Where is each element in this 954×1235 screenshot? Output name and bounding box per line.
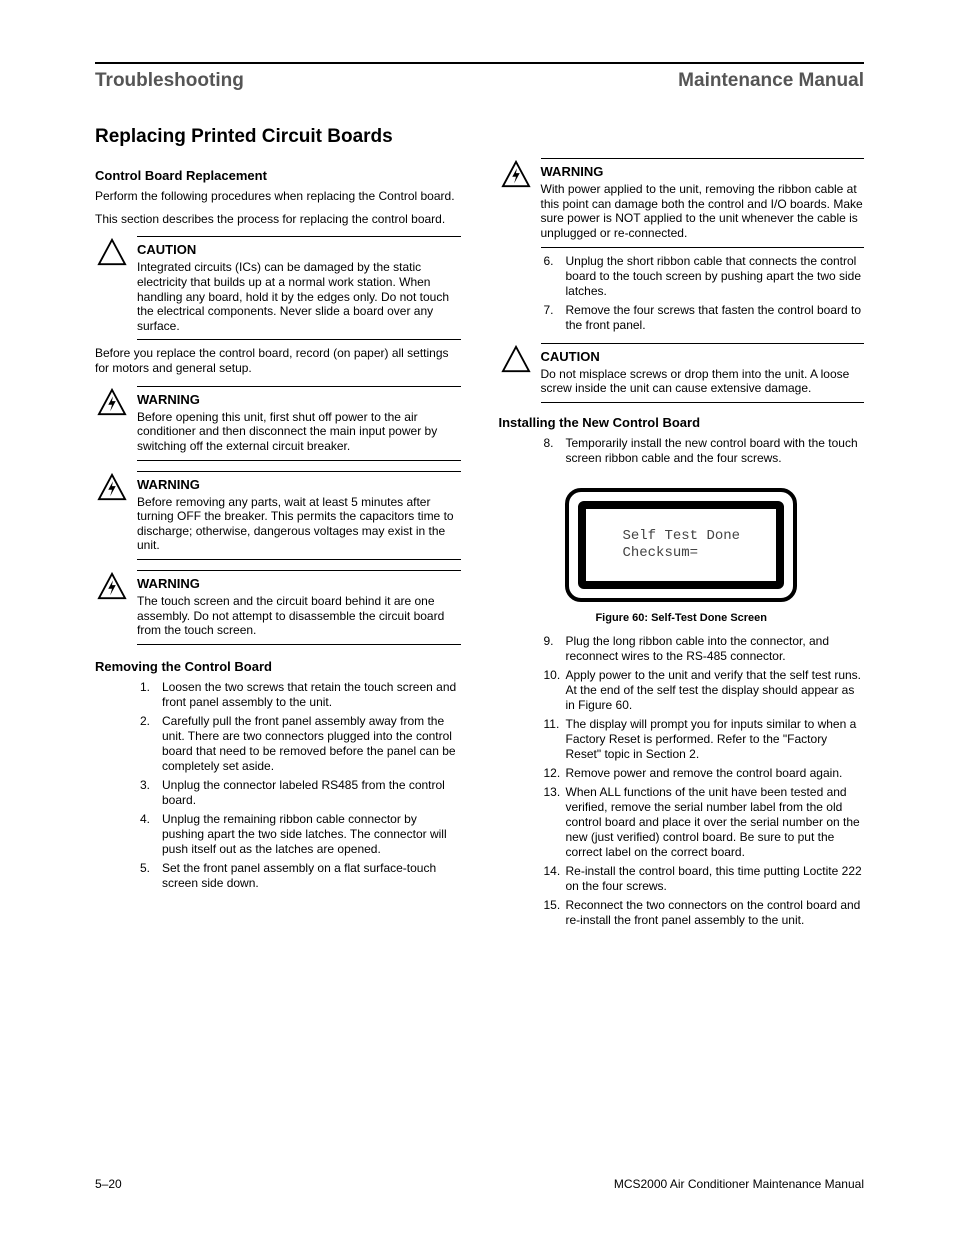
callout-text: Do not misplace screws or drop them into…: [541, 367, 865, 396]
left-column: Control Board Replacement Perform the fo…: [95, 158, 461, 932]
step: 10.Apply power to the unit and verify th…: [499, 668, 865, 713]
warning-icon: [95, 386, 129, 416]
step: 4.Unplug the remaining ribbon cable conn…: [95, 812, 461, 857]
header-left: Troubleshooting: [95, 70, 244, 92]
step: 3.Unplug the connector labeled RS485 fro…: [95, 778, 461, 808]
warning-callout: WARNING Before opening this unit, first …: [95, 386, 461, 461]
step: 15.Reconnect the two connectors on the c…: [499, 898, 865, 928]
right-column: WARNING With power applied to the unit, …: [499, 158, 865, 932]
step: 7.Remove the four screws that fasten the…: [499, 303, 865, 333]
step: 5.Set the front panel assembly on a flat…: [95, 861, 461, 891]
subhead-control-board-replacement: Control Board Replacement: [95, 168, 461, 183]
step: 8.Temporarily install the new control bo…: [499, 436, 865, 466]
step: 13.When ALL functions of the unit have b…: [499, 785, 865, 860]
callout-text: Before opening this unit, first shut off…: [137, 410, 461, 454]
header-row: Troubleshooting Maintenance Manual: [95, 70, 864, 92]
caution-callout: CAUTION Do not misplace screws or drop t…: [499, 343, 865, 403]
callout-title: CAUTION: [137, 242, 461, 257]
warning-callout: WARNING Before removing any parts, wait …: [95, 471, 461, 561]
header-rule: [95, 62, 864, 64]
subhead-installing: Installing the New Control Board: [499, 415, 865, 430]
step: 9.Plug the long ribbon cable into the co…: [499, 634, 865, 664]
display-figure: Self Test Done Checksum=: [499, 488, 865, 602]
warning-callout: WARNING With power applied to the unit, …: [499, 158, 865, 248]
callout-title: WARNING: [137, 576, 461, 591]
figure-caption: Figure 60: Self-Test Done Screen: [499, 612, 865, 624]
warning-icon: [499, 158, 533, 188]
header-right: Maintenance Manual: [678, 70, 864, 92]
footer-title: MCS2000 Air Conditioner Maintenance Manu…: [614, 1177, 864, 1191]
warning-icon: [95, 570, 129, 600]
warning-icon: [95, 471, 129, 501]
display-text: Self Test Done Checksum=: [622, 528, 740, 562]
para: This section describes the process for r…: [95, 212, 461, 227]
warning-callout: WARNING The touch screen and the circuit…: [95, 570, 461, 645]
callout-title: WARNING: [541, 164, 865, 179]
page-number: 5–20: [95, 1177, 122, 1191]
step: 1.Loosen the two screws that retain the …: [95, 680, 461, 710]
caution-callout: CAUTION Integrated circuits (ICs) can be…: [95, 236, 461, 340]
callout-text: With power applied to the unit, removing…: [541, 182, 865, 241]
footer: 5–20 MCS2000 Air Conditioner Maintenance…: [95, 1177, 864, 1191]
subhead-removing: Removing the Control Board: [95, 659, 461, 674]
callout-text: The touch screen and the circuit board b…: [137, 594, 461, 638]
para: Perform the following procedures when re…: [95, 189, 461, 204]
step: 6.Unplug the short ribbon cable that con…: [499, 254, 865, 299]
callout-title: CAUTION: [541, 349, 865, 364]
callout-text: Integrated circuits (ICs) can be damaged…: [137, 260, 461, 333]
step: 12.Remove power and remove the control b…: [499, 766, 865, 781]
caution-icon: [499, 343, 533, 373]
step: 2.Carefully pull the front panel assembl…: [95, 714, 461, 774]
caution-icon: [95, 236, 129, 266]
section-title: Replacing Printed Circuit Boards: [95, 126, 864, 148]
para: Before you replace the control board, re…: [95, 346, 461, 375]
callout-title: WARNING: [137, 477, 461, 492]
columns: Control Board Replacement Perform the fo…: [95, 158, 864, 932]
callout-text: Before removing any parts, wait at least…: [137, 495, 461, 554]
callout-title: WARNING: [137, 392, 461, 407]
step: 11.The display will prompt you for input…: [499, 717, 865, 762]
step: 14.Re-install the control board, this ti…: [499, 864, 865, 894]
